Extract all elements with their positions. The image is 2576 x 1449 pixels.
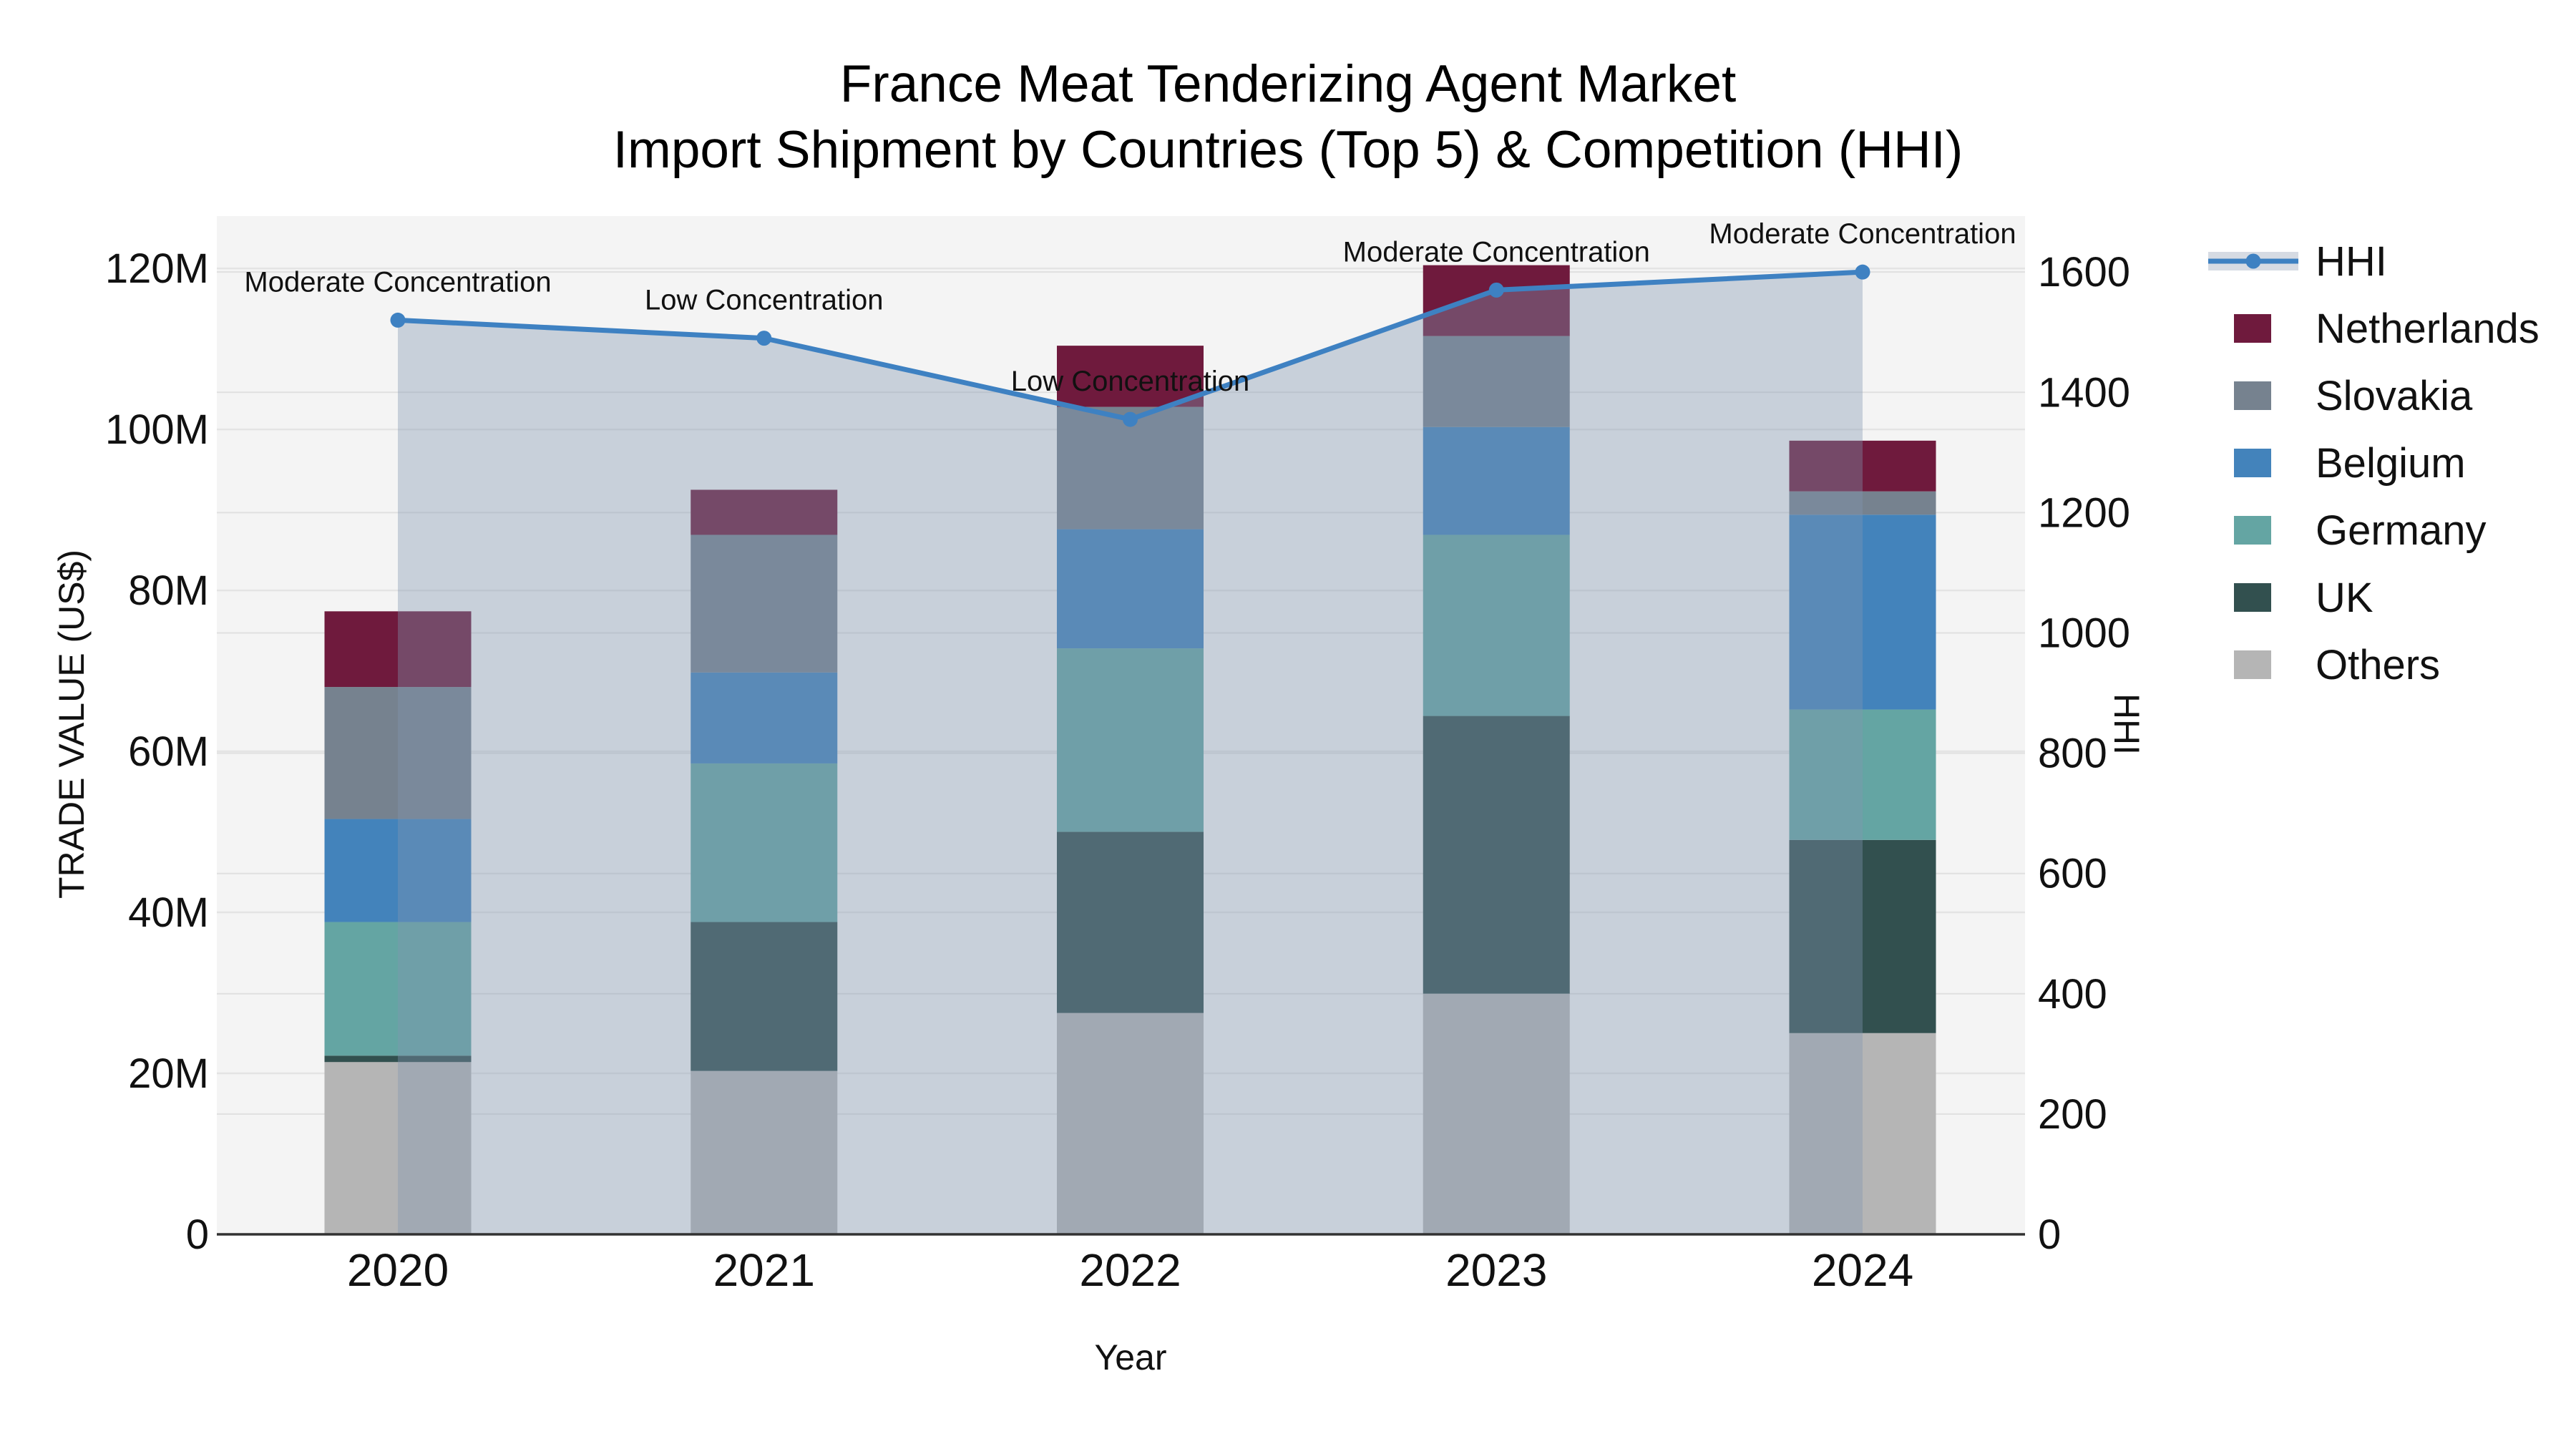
y-left-tick-120M: 120M <box>105 245 209 292</box>
annotation-2022: Low Concentration <box>1011 366 1250 397</box>
bar-segment-slovakia-2020 <box>324 687 472 819</box>
legend-item-label: Belgium <box>2316 439 2466 487</box>
legend-color-swatch <box>2234 650 2271 679</box>
hhi-area-band <box>398 272 1863 1234</box>
legend-item-label: UK <box>2316 574 2373 621</box>
bar-segment-others-2023 <box>1423 993 1570 1234</box>
bar-segment-netherlands-2023 <box>1423 265 1570 336</box>
x-axis-title: Year <box>1094 1337 1167 1377</box>
bar-segment-netherlands-2024 <box>1789 440 1936 492</box>
legend-item-uk[interactable]: UK <box>2208 564 2540 631</box>
hhi-marker-2022 <box>1123 411 1138 427</box>
y-right-tick-800: 800 <box>2038 731 2107 777</box>
annotation-2024: Moderate Concentration <box>1709 218 2016 250</box>
bar-segment-others-2020 <box>324 1062 472 1234</box>
y-right-axis-title: HHI <box>2107 693 2147 756</box>
x-tick-2023: 2023 <box>1445 1244 1547 1296</box>
hhi-marker-2021 <box>756 331 772 346</box>
legend-item-label: Others <box>2316 641 2441 688</box>
bar-segment-netherlands-2020 <box>324 611 472 688</box>
y-left-tick-40M: 40M <box>128 889 209 936</box>
bar-segment-others-2024 <box>1789 1033 1936 1234</box>
bar-segment-uk-2022 <box>1057 831 1204 1013</box>
bar-segment-belgium-2022 <box>1057 529 1204 649</box>
legend-item-hhi[interactable]: HHI <box>2208 228 2540 295</box>
hhi-marker-2023 <box>1488 282 1504 298</box>
chart-title-line1: France Meat Tenderizing Agent Market <box>839 55 1737 113</box>
legend-item-belgium[interactable]: Belgium <box>2208 429 2540 497</box>
bar-segment-germany-2023 <box>1423 535 1570 716</box>
bar-segment-germany-2024 <box>1789 709 1936 840</box>
legend-color-swatch <box>2234 314 2271 343</box>
legend-item-label: Germany <box>2316 507 2487 554</box>
bar-segment-slovakia-2022 <box>1057 406 1204 530</box>
y-left-tick-20M: 20M <box>128 1050 209 1097</box>
bar-segment-germany-2020 <box>324 922 472 1056</box>
y-left-tick-60M: 60M <box>128 728 209 775</box>
x-tick-2022: 2022 <box>1079 1244 1181 1296</box>
bar-segment-netherlands-2021 <box>691 489 838 535</box>
legend-color-swatch <box>2234 449 2271 477</box>
legend-item-others[interactable]: Others <box>2208 631 2540 698</box>
y-right-tick-1000: 1000 <box>2038 610 2130 656</box>
y-left-tick-80M: 80M <box>128 567 209 614</box>
bar-segment-germany-2021 <box>691 763 838 922</box>
legend-item-label: Netherlands <box>2316 305 2540 352</box>
chart-title-line2: Import Shipment by Countries (Top 5) & C… <box>613 121 1963 179</box>
bar-segment-uk-2024 <box>1789 839 1936 1033</box>
bar-segment-belgium-2023 <box>1423 426 1570 535</box>
legend-hhi-line-swatch <box>2208 252 2298 270</box>
bar-segment-slovakia-2021 <box>691 535 838 673</box>
x-tick-2020: 2020 <box>347 1244 449 1296</box>
legend-item-netherlands[interactable]: Netherlands <box>2208 295 2540 362</box>
legend-item-label: HHI <box>2316 238 2387 285</box>
bar-segment-germany-2022 <box>1057 648 1204 832</box>
y-left-tick-100M: 100M <box>105 406 209 453</box>
y-left-axis-title: TRADE VALUE (US$) <box>52 549 92 899</box>
y-right-tick-200: 200 <box>2038 1091 2107 1138</box>
bar-segment-others-2022 <box>1057 1013 1204 1234</box>
hhi-marker-2020 <box>390 312 406 328</box>
x-tick-2024: 2024 <box>1812 1244 1913 1296</box>
bar-segment-uk-2020 <box>324 1055 472 1063</box>
y-right-tick-600: 600 <box>2038 851 2107 897</box>
legend: HHI Netherlands Slovakia Belgium Germany UK Ot… <box>2208 228 2540 698</box>
bar-segment-uk-2021 <box>691 922 838 1071</box>
bar-segment-uk-2023 <box>1423 716 1570 994</box>
bar-segment-others-2021 <box>691 1070 838 1234</box>
hhi-marker-2024 <box>1855 264 1870 280</box>
y-right-tick-1400: 1400 <box>2038 369 2130 416</box>
bar-segment-belgium-2021 <box>691 672 838 763</box>
bar-segment-belgium-2024 <box>1789 514 1936 710</box>
legend-color-swatch <box>2234 516 2271 545</box>
bar-segment-slovakia-2024 <box>1789 491 1936 515</box>
annotation-2023: Moderate Concentration <box>1343 236 1650 268</box>
legend-item-label: Slovakia <box>2316 372 2473 419</box>
y-right-tick-400: 400 <box>2038 971 2107 1018</box>
annotation-2021: Low Concentration <box>645 285 884 316</box>
legend-item-germany[interactable]: Germany <box>2208 497 2540 564</box>
bar-segment-slovakia-2023 <box>1423 336 1570 427</box>
y-right-tick-0: 0 <box>2038 1211 2061 1258</box>
chart-title: France Meat Tenderizing Agent Market Imp… <box>0 52 2576 183</box>
y-left-tick-0: 0 <box>186 1211 209 1258</box>
bar-segment-netherlands-2022 <box>1057 346 1204 407</box>
y-right-tick-1600: 1600 <box>2038 249 2130 296</box>
legend-color-swatch <box>2234 381 2271 410</box>
annotation-2020: Moderate Concentration <box>244 266 551 298</box>
x-tick-2021: 2021 <box>713 1244 815 1296</box>
legend-item-slovakia[interactable]: Slovakia <box>2208 362 2540 429</box>
y-right-tick-1200: 1200 <box>2038 489 2130 536</box>
legend-color-swatch <box>2234 583 2271 612</box>
bar-segment-belgium-2020 <box>324 819 472 922</box>
